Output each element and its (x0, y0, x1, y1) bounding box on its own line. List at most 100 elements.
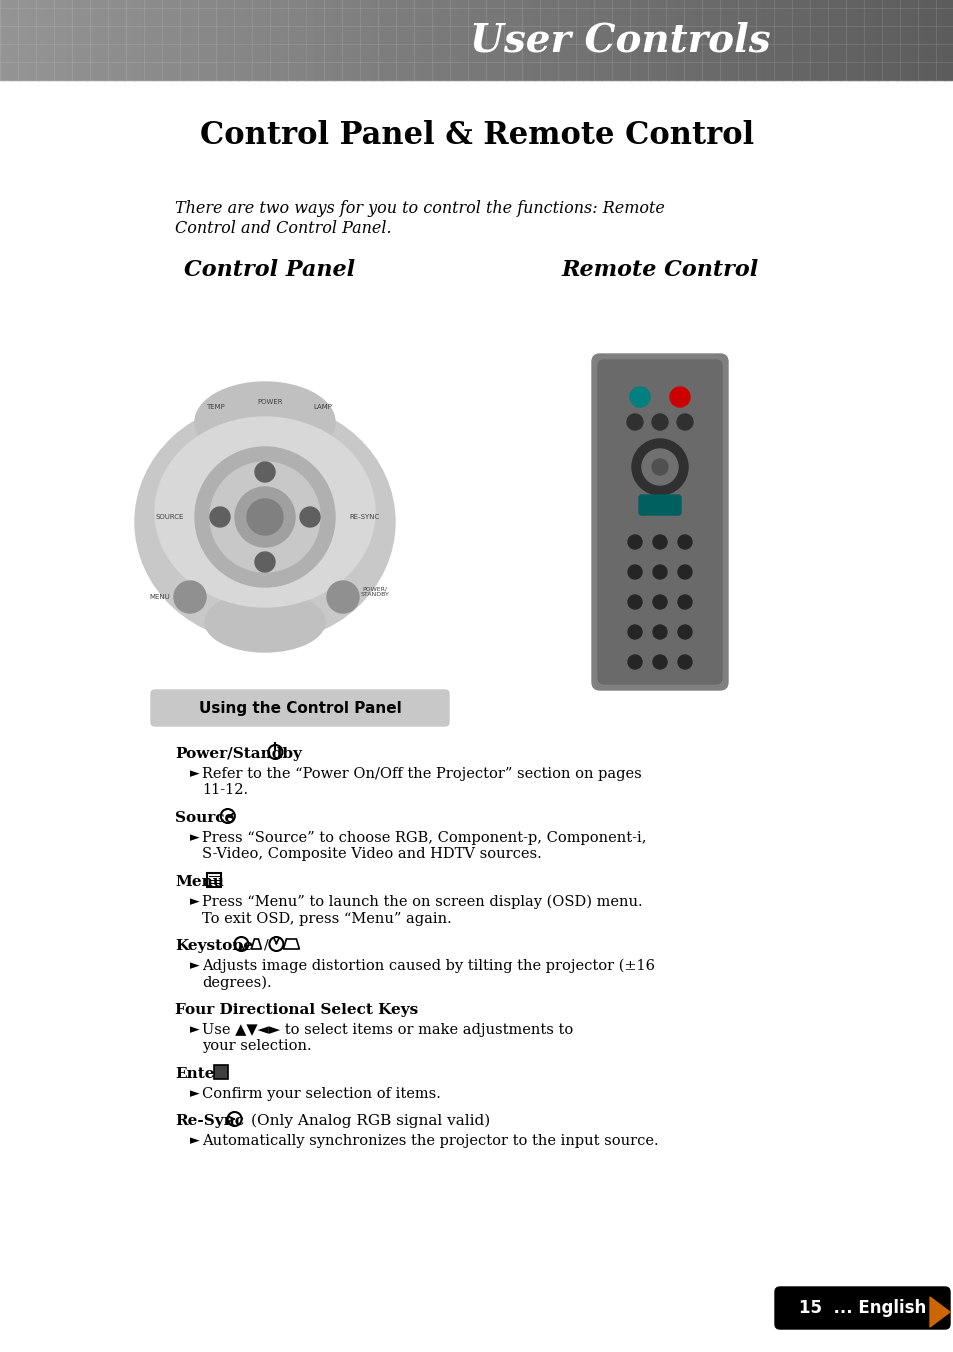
Circle shape (327, 581, 358, 612)
Bar (295, 0, 306, 80)
Text: Keystone: Keystone (174, 940, 253, 953)
FancyBboxPatch shape (774, 1287, 949, 1329)
Bar (829, 0, 840, 80)
Bar (381, 0, 392, 80)
Bar (438, 0, 449, 80)
Text: Control Panel: Control Panel (184, 260, 355, 281)
Ellipse shape (154, 416, 375, 607)
Bar (658, 0, 668, 80)
Bar (200, 0, 211, 80)
Bar (114, 0, 125, 80)
Circle shape (254, 552, 274, 572)
Text: Power/Standby: Power/Standby (174, 748, 301, 761)
Text: Enter: Enter (174, 1067, 222, 1082)
Bar (867, 0, 878, 80)
Bar (76, 0, 87, 80)
Bar (334, 0, 344, 80)
Bar (667, 0, 678, 80)
Circle shape (631, 439, 687, 495)
Text: ►: ► (190, 831, 199, 844)
Bar (286, 0, 296, 80)
Circle shape (194, 448, 335, 587)
Circle shape (210, 462, 319, 572)
Text: /: / (264, 937, 269, 950)
Bar (419, 0, 430, 80)
Bar (257, 0, 268, 80)
Bar (229, 0, 239, 80)
Circle shape (173, 581, 206, 612)
Bar (448, 0, 458, 80)
Text: Menu: Menu (174, 875, 224, 890)
Bar (553, 0, 563, 80)
FancyBboxPatch shape (592, 354, 727, 690)
Bar (362, 0, 373, 80)
Circle shape (652, 654, 666, 669)
Bar (457, 0, 468, 80)
Bar (248, 0, 258, 80)
Circle shape (678, 595, 691, 608)
Bar (715, 0, 725, 80)
Bar (581, 0, 592, 80)
Bar (905, 0, 916, 80)
Text: SOURCE: SOURCE (155, 514, 184, 521)
Circle shape (652, 565, 666, 579)
Text: User Controls: User Controls (469, 22, 769, 59)
Ellipse shape (194, 383, 335, 462)
Bar (105, 0, 115, 80)
Bar (639, 0, 649, 80)
Text: Remote Control: Remote Control (560, 260, 758, 281)
Bar (67, 0, 77, 80)
Bar (762, 0, 773, 80)
Bar (801, 0, 811, 80)
Bar (305, 0, 315, 80)
Bar (877, 0, 887, 80)
Bar (610, 0, 620, 80)
Bar (400, 0, 411, 80)
Text: ►: ► (190, 1134, 199, 1146)
Text: Control Panel & Remote Control: Control Panel & Remote Control (200, 119, 753, 150)
Bar (467, 0, 477, 80)
Bar (686, 0, 697, 80)
Polygon shape (929, 1297, 949, 1328)
Text: POWER/
STANDBY: POWER/ STANDBY (360, 587, 389, 598)
Bar (839, 0, 849, 80)
Bar (534, 0, 544, 80)
Bar (238, 0, 249, 80)
Circle shape (678, 535, 691, 549)
Text: Source: Source (174, 811, 234, 825)
Bar (86, 0, 96, 80)
Bar (724, 0, 735, 80)
Bar (629, 0, 639, 80)
Circle shape (669, 387, 689, 407)
Bar (191, 0, 201, 80)
Text: ►: ► (190, 1023, 199, 1036)
Text: ►: ► (190, 959, 199, 972)
Bar (10, 0, 20, 80)
Circle shape (652, 535, 666, 549)
Bar (934, 0, 944, 80)
Bar (124, 0, 134, 80)
Bar (562, 0, 573, 80)
Ellipse shape (135, 402, 395, 642)
Bar (38, 0, 49, 80)
Bar (515, 0, 525, 80)
Circle shape (210, 507, 230, 527)
Text: Refer to the “Power On/Off the Projector” section on pages
11-12.: Refer to the “Power On/Off the Projector… (202, 767, 641, 798)
Bar (57, 0, 68, 80)
Circle shape (651, 458, 667, 475)
Bar (820, 0, 830, 80)
Text: Using the Control Panel: Using the Control Panel (198, 700, 401, 715)
Bar (924, 0, 935, 80)
Text: RE-SYNC: RE-SYNC (350, 514, 379, 521)
Bar (324, 0, 335, 80)
Bar (267, 0, 277, 80)
Bar (353, 0, 363, 80)
Text: TEMP: TEMP (206, 404, 224, 410)
Bar (496, 0, 506, 80)
Bar (848, 0, 859, 80)
Bar (705, 0, 716, 80)
Text: ►: ► (190, 895, 199, 909)
Circle shape (626, 414, 642, 430)
Bar (162, 0, 172, 80)
Bar (772, 0, 782, 80)
